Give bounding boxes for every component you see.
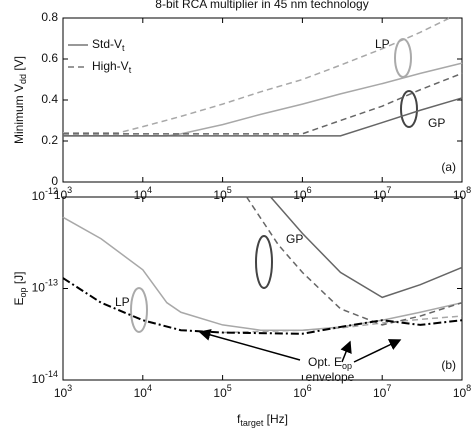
y-tick-label: 10-14 — [32, 369, 58, 386]
y-tick-label: 10-12 — [32, 186, 58, 203]
annotation: GP — [428, 116, 445, 130]
y-tick-label: 0.6 — [41, 51, 58, 65]
legend-label: High-Vt — [92, 59, 132, 75]
annotation: Opt. Eop — [308, 355, 352, 371]
line — [63, 17, 450, 134]
x-tick-label: 104 — [134, 185, 152, 202]
arrow — [198, 329, 301, 361]
line — [62, 216, 463, 331]
y-tick-label: 10-13 — [32, 278, 58, 295]
lp-ellipse — [130, 287, 148, 333]
x-tick-label: 106 — [293, 383, 311, 400]
x-tick-label: 108 — [453, 185, 471, 202]
line — [63, 72, 463, 135]
line — [270, 196, 463, 299]
gp-ellipse — [255, 235, 273, 289]
line — [62, 277, 463, 335]
y-tick-label: 0.8 — [41, 10, 58, 24]
gp-ellipse — [400, 90, 418, 128]
lp-ellipse — [394, 38, 412, 78]
annotation: LP — [375, 37, 390, 51]
x-tick-label: 105 — [213, 185, 231, 202]
x-tick-label: 103 — [54, 185, 72, 202]
x-tick-label: 105 — [213, 383, 231, 400]
arrow — [353, 339, 402, 363]
panel-label: (a) — [441, 160, 456, 174]
x-tick-label: 106 — [293, 185, 311, 202]
annotation: LP — [115, 295, 130, 309]
legend-label: Std-Vt — [92, 37, 125, 53]
panel-label: (b) — [441, 358, 456, 372]
chart-title: 8-bit RCA multiplier in 45 nm technology — [155, 0, 368, 11]
x-axis-label: ftarget [Hz] — [237, 412, 288, 428]
x-tick-label: 108 — [453, 383, 471, 400]
x-tick-label: 104 — [134, 383, 152, 400]
x-tick-label: 103 — [54, 383, 72, 400]
arrow — [340, 340, 352, 363]
annotation: GP — [286, 232, 303, 246]
x-tick-label: 107 — [373, 185, 391, 202]
line — [222, 315, 463, 334]
x-tick-label: 107 — [373, 383, 391, 400]
y-tick-label: 0.4 — [41, 92, 58, 106]
y-axis-label: Minimum Vdd [V] — [12, 56, 28, 144]
y-axis-label: Eop [J] — [12, 271, 28, 305]
line — [63, 97, 463, 137]
y-tick-label: 0 — [51, 174, 58, 188]
line — [245, 196, 463, 326]
annotation: envelope — [306, 370, 355, 384]
y-tick-label: 0.2 — [41, 133, 58, 147]
